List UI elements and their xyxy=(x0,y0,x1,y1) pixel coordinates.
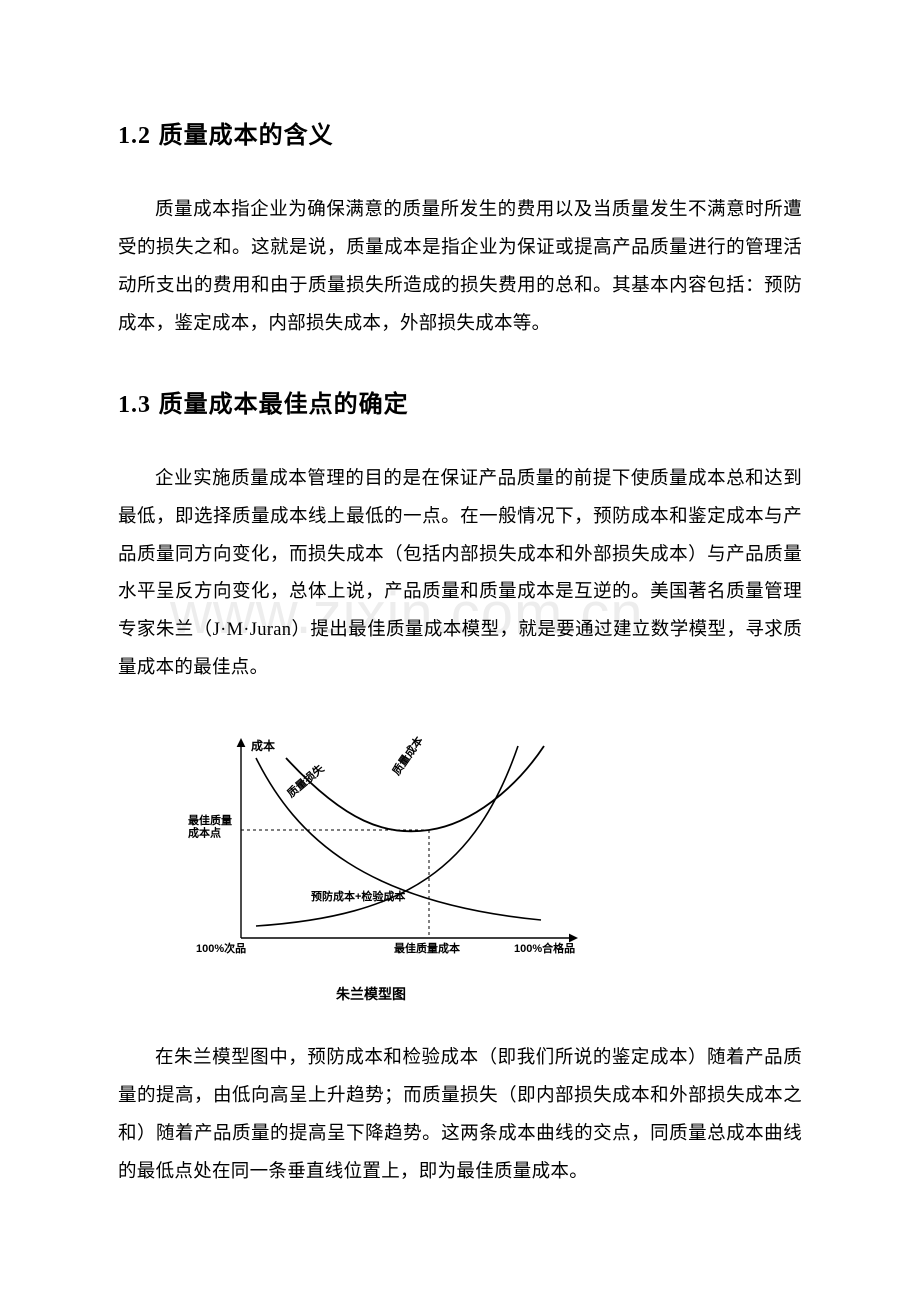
paragraph-1-3-intro: 企业实施质量成本管理的目的是在保证产品质量的前提下使质量成本总和达到最低，即选择… xyxy=(118,461,802,689)
svg-text:100%合格品: 100%合格品 xyxy=(514,941,575,955)
heading-1-3-number: 1.3 xyxy=(118,392,151,418)
juran-model-chart: 成本 100%次品 最佳质量成本 100%合格品 最佳质量成本点 质量损失 质量成本预防成本… xyxy=(146,728,802,1004)
paragraph-1-2: 质量成本指企业为确保满意的质量所发生的费用以及当质量发生不满意时所遭受的损失之和… xyxy=(118,192,802,344)
chart-caption: 朱兰模型图 xyxy=(146,984,596,1004)
svg-text:成本: 成本 xyxy=(251,738,275,753)
paragraph-1-3-intro-part1: 企业实施质量成本管理的目的是在保证产品质量的前提下使质量成本总和达到最低，即选择… xyxy=(118,469,802,641)
juran-model-svg: 成本 100%次品 最佳质量成本 100%合格品 最佳质量成本点 质量损失 质量成本预防成本… xyxy=(146,728,596,973)
svg-text:质量损失: 质量损失 xyxy=(284,761,327,801)
svg-text:100%次品: 100%次品 xyxy=(196,941,246,955)
svg-text:最佳质量成本点: 最佳质量成本点 xyxy=(188,813,232,840)
juran-name-latin: J·M·Juran xyxy=(213,620,292,640)
heading-1-2: 1.2 质量成本的含义 xyxy=(118,115,802,150)
page-content: 1.2 质量成本的含义 质量成本指企业为确保满意的质量所发生的费用以及当质量发生… xyxy=(0,0,920,1192)
heading-1-3: 1.3 质量成本最佳点的确定 xyxy=(118,384,802,419)
svg-text:预防成本+检验成本: 预防成本+检验成本 xyxy=(311,889,405,903)
heading-1-2-number: 1.2 xyxy=(118,123,151,149)
paragraph-1-3-after-chart: 在朱兰模型图中，预防成本和检验成本（即我们所说的鉴定成本）随着产品质量的提高，由… xyxy=(118,1040,802,1192)
svg-text:质量成本: 质量成本 xyxy=(389,734,426,778)
heading-1-3-title: 质量成本最佳点的确定 xyxy=(159,391,409,418)
heading-1-2-title: 质量成本的含义 xyxy=(159,122,334,149)
svg-text:最佳质量成本: 最佳质量成本 xyxy=(394,941,460,955)
